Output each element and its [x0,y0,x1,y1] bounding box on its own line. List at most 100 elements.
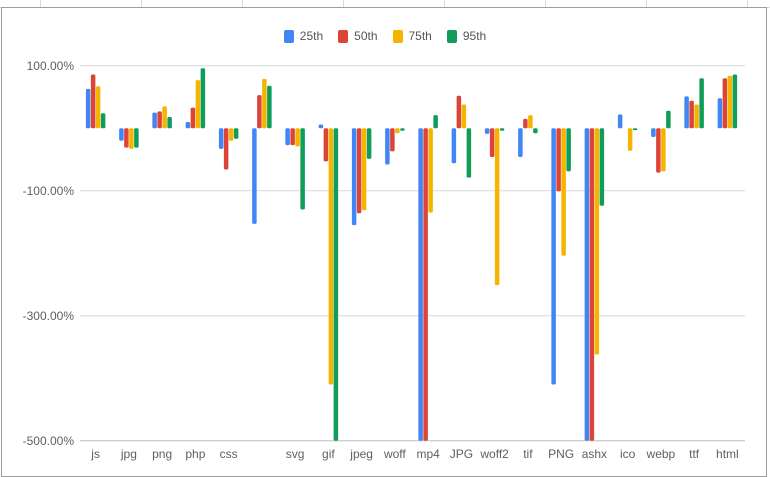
bar-50th-woff2[interactable] [489,128,495,158]
bar-25th-blank[interactable] [252,128,257,224]
bar-95th-tif[interactable] [533,128,538,134]
y-tick-label: -500.00% [23,434,75,448]
legend-swatch-25th [283,29,294,43]
bar-75th-ashx[interactable] [594,128,600,355]
bar-75th-jpg[interactable] [129,128,134,149]
bar-75th-svg[interactable] [295,128,300,147]
bar-95th-css[interactable] [233,128,239,139]
bar-95th-html[interactable] [732,74,738,129]
bar-25th-css[interactable] [218,128,224,149]
bar-95th-JPG[interactable] [466,128,472,178]
x-tick-label: png [152,447,172,461]
bar-95th-js[interactable] [100,113,106,129]
bar-25th-tif[interactable] [518,128,523,158]
bar-95th-svg[interactable] [300,128,305,210]
bar-50th-PNG[interactable] [556,128,561,192]
bar-25th-mp4[interactable] [418,128,423,441]
bar-75th-JPG[interactable] [461,104,467,129]
bar-95th-mp4[interactable] [433,115,438,129]
bar-25th-php[interactable] [185,122,191,129]
bar-75th-ttf[interactable] [694,104,699,129]
bar-25th-png[interactable] [152,112,157,129]
chart-legend: 25th 50th 75th 95th [0,29,770,43]
bar-75th-css[interactable] [228,128,234,141]
bar-50th-js[interactable] [90,74,96,129]
bar-25th-jpg[interactable] [119,128,124,141]
bar-25th-svg[interactable] [285,128,290,146]
bar-95th-png[interactable] [167,117,172,129]
bar-25th-JPG[interactable] [451,128,457,164]
legend-swatch-50th [338,29,349,43]
bar-95th-jpg[interactable] [134,128,139,148]
legend-swatch-75th [392,29,403,43]
bar-75th-woff2[interactable] [494,128,500,286]
bar-25th-ashx[interactable] [584,128,590,441]
bar-95th-ashx[interactable] [599,128,605,206]
legend-item-95th[interactable]: 95th [446,29,487,43]
bar-25th-js[interactable] [85,88,91,129]
legend-label: 75th [408,29,432,43]
spreadsheet-column-divider [343,0,344,7]
bar-50th-JPG[interactable] [456,95,462,129]
bar-75th-js[interactable] [95,86,101,129]
bar-50th-tif[interactable] [523,118,528,129]
bar-50th-blank[interactable] [257,95,262,129]
x-tick-label: mp4 [416,447,440,461]
bar-50th-jpeg[interactable] [356,128,362,214]
bar-25th-ttf[interactable] [684,96,689,129]
bar-25th-PNG[interactable] [551,128,556,385]
legend-label: 50th [354,29,378,43]
bar-25th-webp[interactable] [651,128,656,138]
bar-75th-png[interactable] [162,106,167,129]
bar-25th-woff2[interactable] [484,128,490,134]
y-tick-label: 100.00% [27,59,75,73]
x-tick-label: css [220,447,238,461]
bar-50th-woff[interactable] [390,128,395,152]
bar-95th-ttf[interactable] [699,78,704,129]
bar-95th-webp[interactable] [666,110,671,129]
bar-75th-mp4[interactable] [428,128,433,213]
bar-75th-webp[interactable] [661,128,666,172]
bar-50th-php[interactable] [190,107,196,129]
y-tick-label: -100.00% [23,184,75,198]
bar-75th-jpeg[interactable] [361,128,367,211]
bar-50th-webp[interactable] [656,128,661,173]
bar-50th-css[interactable] [223,128,229,170]
legend-item-25th[interactable]: 25th [283,29,323,43]
bar-50th-ashx[interactable] [589,128,595,441]
bar-75th-ico[interactable] [627,128,633,151]
bar-50th-ttf[interactable] [689,100,694,129]
bar-25th-html[interactable] [717,98,723,129]
bar-50th-html[interactable] [722,78,728,129]
bar-25th-jpeg[interactable] [351,128,357,226]
bar-95th-gif[interactable] [333,128,339,441]
bar-95th-ico[interactable] [632,128,638,131]
bar-75th-php[interactable] [195,80,201,129]
bar-25th-woff[interactable] [385,128,390,165]
bar-75th-woff[interactable] [395,128,400,134]
bar-50th-gif[interactable] [323,128,329,162]
bar-50th-png[interactable] [157,111,162,129]
bar-75th-blank[interactable] [262,78,267,129]
bar-75th-gif[interactable] [328,128,334,385]
legend-label: 95th [462,29,487,43]
legend-item-75th[interactable]: 75th [392,29,432,43]
bar-50th-mp4[interactable] [423,128,428,441]
bar-95th-woff[interactable] [400,128,405,131]
bar-50th-jpg[interactable] [124,128,129,148]
bar-75th-PNG[interactable] [561,128,566,256]
bar-75th-tif[interactable] [528,115,533,129]
bar-75th-html[interactable] [727,75,733,129]
legend-item-50th[interactable]: 50th [338,29,378,43]
bar-25th-ico[interactable] [617,114,623,129]
spreadsheet-column-divider [40,0,41,7]
bar-25th-gif[interactable] [318,124,324,129]
bar-95th-woff2[interactable] [499,128,505,131]
chart-container[interactable] [1,7,767,477]
bar-50th-svg[interactable] [290,128,295,146]
bar-95th-PNG[interactable] [566,128,571,172]
bar-95th-php[interactable] [200,68,206,129]
bar-95th-blank[interactable] [267,85,272,129]
bar-95th-jpeg[interactable] [366,128,372,159]
